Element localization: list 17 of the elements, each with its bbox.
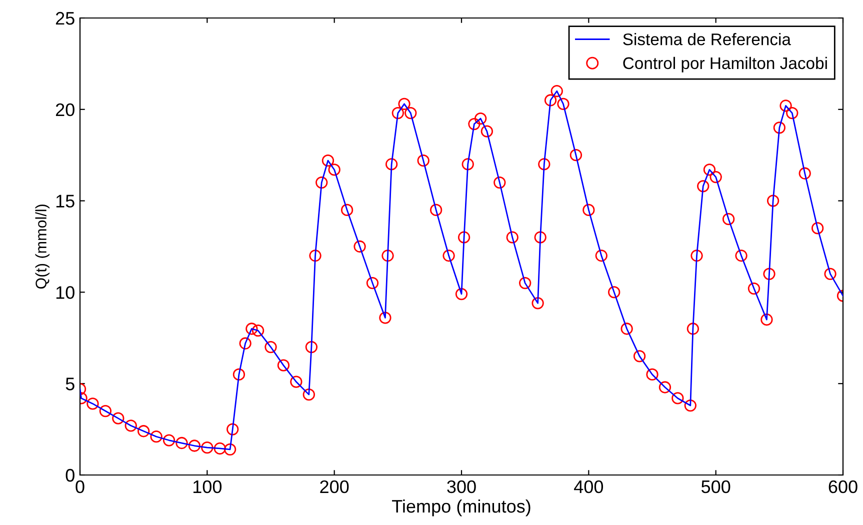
y-tick-label: 25	[56, 12, 74, 25]
legend-label: Control por Hamilton Jacobi	[623, 56, 827, 72]
x-tick-label: 600	[828, 480, 858, 494]
y-tick-label: 20	[56, 103, 74, 116]
y-tick-label: 10	[56, 286, 74, 299]
x-tick-label: 100	[193, 480, 222, 494]
x-tick-label: 500	[701, 480, 730, 494]
y-tick-label: 5	[66, 378, 74, 390]
x-tick-label: 300	[447, 480, 476, 494]
x-tick-label: 0	[76, 480, 84, 494]
legend-label: Sistema de Referencia	[623, 33, 791, 46]
y-tick-label: 15	[56, 194, 74, 208]
y-axis-title: Q(t) (mmol/l)	[35, 204, 50, 289]
x-tick-label: 400	[574, 480, 604, 494]
y-tick-label: 0	[66, 468, 74, 482]
x-axis-title: Tiempo (minutos)	[392, 499, 530, 516]
x-tick-label: 200	[320, 480, 349, 494]
